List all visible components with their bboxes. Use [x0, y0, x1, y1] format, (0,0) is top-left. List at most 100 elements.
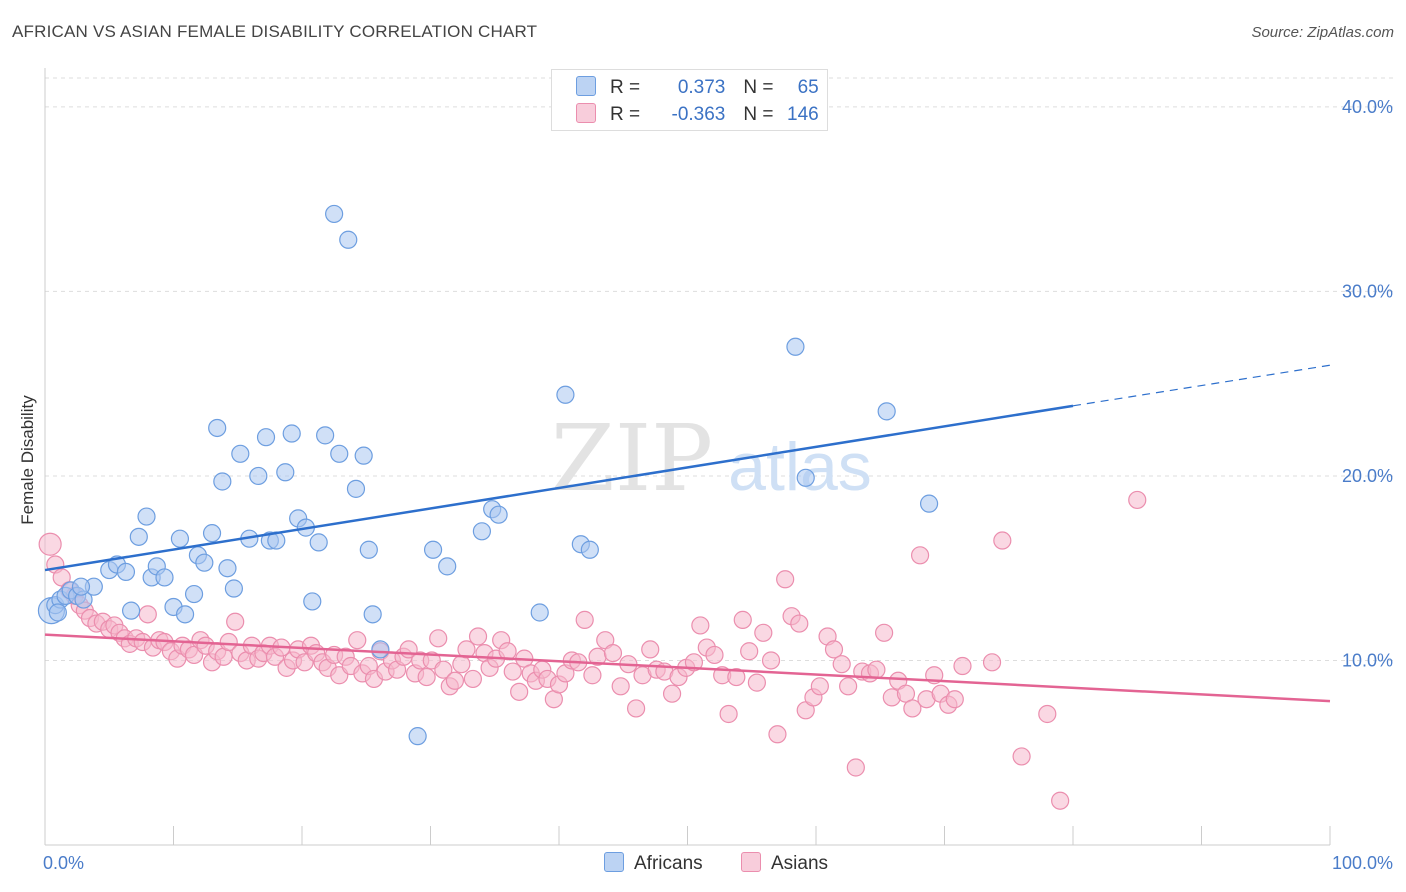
- asian-point: [747, 673, 766, 692]
- asian-point: [993, 531, 1012, 550]
- african-point: [129, 527, 148, 546]
- legend-row-africans: R = 0.373 N = 65: [576, 76, 819, 98]
- asian-point: [810, 677, 829, 696]
- legend-r-value: -0.363: [671, 104, 726, 125]
- african-point: [249, 466, 268, 486]
- african-point: [256, 428, 276, 447]
- chart-title: AFRICAN VS ASIAN FEMALE DISABILITY CORRE…: [12, 22, 538, 41]
- african-point: [48, 603, 67, 622]
- axes: [44, 68, 1331, 846]
- african-point: [472, 522, 491, 541]
- african-point: [71, 577, 91, 596]
- african-point: [438, 557, 457, 576]
- legend-n-value: 146: [787, 104, 819, 125]
- african-point: [121, 601, 141, 620]
- legend-n-label: N =: [743, 77, 779, 98]
- correlation-legend: R = 0.373 N = 65 R = -0.363 N = 146: [551, 69, 828, 131]
- african-point: [796, 468, 815, 487]
- asian-point: [790, 614, 809, 633]
- asian-point: [457, 640, 476, 659]
- asian-point: [1128, 490, 1147, 510]
- legend-r-label: R =: [610, 77, 646, 98]
- asian-point: [575, 610, 594, 629]
- asian-point: [824, 640, 844, 659]
- african-point: [316, 426, 335, 445]
- asian-point: [754, 623, 773, 642]
- asian-point: [348, 631, 367, 650]
- african-point: [170, 529, 190, 548]
- asian-point: [662, 684, 682, 703]
- african-point: [202, 524, 222, 543]
- legend-item-africans: Africans: [604, 852, 703, 875]
- african-point: [877, 402, 896, 421]
- legend-item-asians: Asians: [741, 852, 828, 875]
- asians-legend-swatch: [741, 852, 761, 872]
- asian-point: [768, 725, 787, 744]
- african-point: [175, 605, 195, 624]
- asian-point: [468, 627, 488, 646]
- x-tick-label: 0.0%: [43, 853, 84, 873]
- asian-point: [434, 660, 453, 679]
- asian-point: [429, 629, 448, 648]
- african-point: [423, 540, 443, 559]
- y-tick-label: 40.0%: [1342, 97, 1393, 117]
- africans-points: [37, 204, 939, 746]
- grid-lines: [45, 77, 1393, 661]
- asian-point: [875, 623, 894, 642]
- asian-point: [219, 632, 238, 652]
- asian-point: [510, 682, 529, 701]
- african-point: [303, 592, 322, 611]
- african-point: [786, 337, 805, 356]
- asian-point: [953, 656, 972, 676]
- asian-point: [138, 605, 157, 624]
- trend-lines: [44, 364, 1331, 703]
- african-point: [363, 605, 382, 624]
- asian-point: [463, 669, 483, 689]
- legend-r-label: R =: [610, 104, 646, 125]
- african-point: [346, 479, 366, 498]
- asian-point: [226, 612, 245, 631]
- chart-source: Source: ZipAtlas.com: [1251, 24, 1394, 41]
- african-point: [530, 603, 549, 622]
- watermark: ZIP atlas: [551, 405, 872, 512]
- legend-r-value: 0.373: [677, 77, 726, 98]
- african-point: [359, 540, 378, 559]
- asian-point: [641, 640, 660, 659]
- african-point: [339, 230, 358, 249]
- asian-point: [417, 667, 436, 687]
- legend-n-label: N =: [743, 104, 779, 125]
- y-tick-labels: 10.0% 20.0% 30.0% 40.0%: [1342, 97, 1393, 671]
- african-point: [208, 418, 227, 438]
- x-tick-label: 100.0%: [1332, 853, 1393, 873]
- african-point: [213, 472, 232, 491]
- african-point: [408, 727, 427, 746]
- asian-point: [705, 645, 724, 665]
- african-point: [218, 559, 237, 578]
- african-point: [195, 553, 214, 572]
- asian-point: [733, 610, 752, 629]
- legend-row-asians: R = -0.363 N = 146: [576, 103, 819, 125]
- african-point: [231, 444, 250, 463]
- asian-point: [910, 546, 930, 565]
- asian-point: [445, 671, 465, 690]
- asian-point: [583, 666, 602, 685]
- african-point: [137, 507, 156, 526]
- african-point: [155, 568, 174, 587]
- y-tick-label: 10.0%: [1342, 650, 1393, 670]
- african-point: [919, 494, 939, 513]
- african-point: [371, 640, 390, 659]
- legend-africans-label: Africans: [634, 853, 703, 874]
- watermark-zip: ZIP: [551, 405, 713, 512]
- asian-point: [761, 651, 781, 670]
- legend-asians-label: Asians: [771, 853, 829, 874]
- x-tick-labels: 0.0% 100.0%: [43, 853, 1393, 873]
- asian-point: [611, 677, 630, 696]
- asian-point: [839, 677, 858, 696]
- asians-swatch: [576, 103, 596, 123]
- africans-trend-line: [44, 404, 1074, 572]
- asian-point: [603, 643, 623, 663]
- african-point: [282, 424, 301, 443]
- african-point: [580, 540, 599, 559]
- series-legend: Africans Asians: [0, 852, 1406, 878]
